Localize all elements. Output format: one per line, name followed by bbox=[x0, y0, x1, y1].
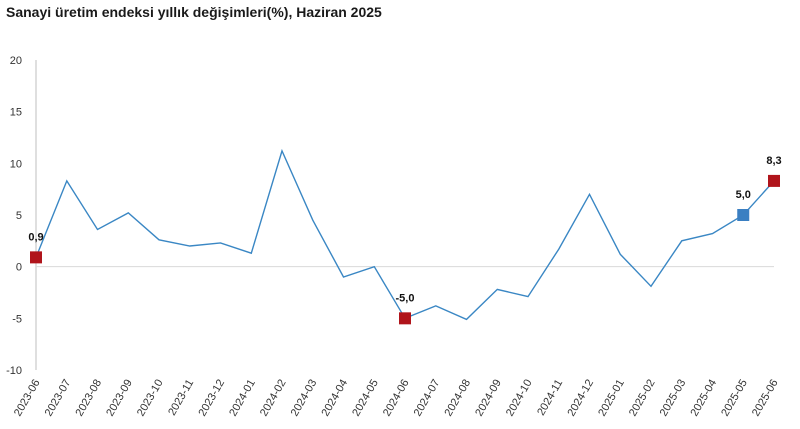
chart-title: Sanayi üretim endeksi yıllık değişimleri… bbox=[6, 4, 382, 20]
x-tick-label: 2024-02 bbox=[258, 378, 289, 419]
x-tick-label: 2025-04 bbox=[689, 378, 720, 419]
x-tick-label: 2023-12 bbox=[197, 378, 228, 419]
data-point-marker bbox=[768, 174, 780, 187]
x-tick-label: 2024-05 bbox=[350, 378, 381, 419]
data-label: 0,9 bbox=[28, 231, 43, 243]
x-tick-label: 2023-06 bbox=[12, 378, 43, 419]
x-tick-label: 2025-05 bbox=[719, 378, 750, 419]
data-label: -5,0 bbox=[396, 292, 415, 304]
y-tick-label: 10 bbox=[10, 158, 22, 170]
x-tick-label: 2025-02 bbox=[627, 378, 658, 419]
y-tick-label: -10 bbox=[6, 365, 22, 377]
y-tick-label: 20 bbox=[10, 55, 22, 67]
x-tick-label: 2023-11 bbox=[166, 378, 196, 418]
x-tick-label: 2024-04 bbox=[320, 378, 351, 419]
x-tick-label: 2024-01 bbox=[227, 378, 258, 419]
x-tick-label: 2024-12 bbox=[566, 378, 597, 419]
x-tick-label: 2025-03 bbox=[658, 378, 689, 419]
x-tick-label: 2024-08 bbox=[443, 378, 474, 419]
x-tick-label: 2025-01 bbox=[596, 378, 627, 419]
x-tick-labels: 2023-06 2023-07 2023-08 2023-09 2023-10 2023-… bbox=[12, 378, 781, 419]
data-point-marker bbox=[30, 251, 42, 264]
x-tick-label: 2023-10 bbox=[135, 378, 166, 419]
data-point-marker bbox=[399, 312, 411, 325]
data-labels: 0,9 -5,0 5,0 8,3 bbox=[28, 155, 781, 304]
y-tick-label: 0 bbox=[16, 262, 22, 274]
data-label: 8,3 bbox=[766, 155, 781, 167]
y-tick-label: -5 bbox=[12, 313, 22, 325]
x-tick-label: 2024-06 bbox=[381, 378, 412, 419]
x-tick-label: 2023-07 bbox=[43, 378, 74, 419]
x-tick-label: 2024-03 bbox=[289, 378, 320, 419]
x-tick-label: 2023-09 bbox=[104, 378, 135, 419]
y-tick-labels: -10 -5 0 5 10 15 20 bbox=[6, 55, 22, 377]
x-tick-label: 2025-06 bbox=[750, 378, 781, 419]
x-tick-label: 2024-07 bbox=[412, 378, 443, 419]
y-tick-label: 5 bbox=[16, 210, 22, 222]
x-tick-label: 2023-08 bbox=[74, 378, 105, 419]
x-tick-label: 2024-11 bbox=[535, 378, 565, 418]
y-tick-label: 15 bbox=[10, 107, 22, 119]
data-label: 5,0 bbox=[736, 189, 751, 201]
data-point-marker bbox=[737, 209, 750, 221]
x-tick-label: 2024-10 bbox=[504, 378, 535, 419]
highlight-markers bbox=[30, 174, 780, 325]
x-tick-label: 2024-09 bbox=[473, 378, 504, 419]
